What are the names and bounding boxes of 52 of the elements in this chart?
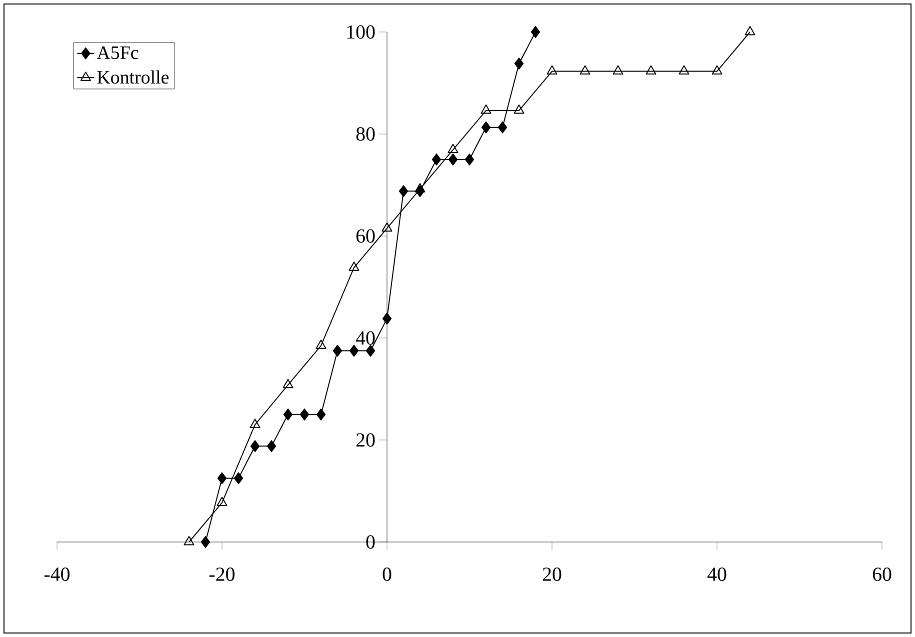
point bbox=[234, 472, 244, 484]
x-tick-label: 0 bbox=[382, 568, 392, 581]
legend-label: Kontrolle bbox=[97, 70, 169, 84]
point bbox=[283, 408, 293, 420]
point bbox=[514, 104, 524, 114]
legend-label: A5Fc bbox=[96, 46, 138, 60]
point bbox=[448, 144, 458, 154]
point bbox=[448, 153, 458, 166]
point bbox=[580, 65, 590, 75]
point bbox=[432, 153, 442, 166]
point bbox=[316, 408, 326, 420]
point bbox=[217, 472, 227, 484]
y-tick-label: 80 bbox=[356, 127, 375, 141]
point bbox=[332, 344, 342, 357]
point bbox=[678, 65, 690, 75]
point bbox=[316, 340, 326, 349]
point bbox=[481, 121, 491, 134]
y-tick-label: 100 bbox=[347, 25, 375, 39]
y-tick-label: 0 bbox=[366, 535, 375, 549]
point bbox=[498, 121, 508, 134]
point bbox=[200, 536, 210, 548]
y-tick-label: 40 bbox=[356, 331, 375, 345]
point bbox=[382, 312, 392, 325]
point bbox=[348, 262, 360, 271]
y-tick-label: 60 bbox=[356, 229, 375, 243]
point bbox=[216, 496, 228, 506]
x-tick-label: 40 bbox=[707, 568, 726, 581]
point bbox=[744, 26, 756, 36]
point bbox=[464, 153, 474, 166]
point bbox=[480, 104, 492, 114]
point bbox=[300, 408, 310, 420]
x-tick-label: 20 bbox=[542, 568, 562, 581]
point bbox=[612, 65, 624, 75]
point bbox=[349, 344, 359, 357]
point bbox=[250, 418, 260, 428]
point bbox=[366, 344, 376, 357]
x-tick-label: 60 bbox=[872, 568, 892, 581]
point bbox=[382, 222, 392, 232]
point bbox=[646, 65, 656, 75]
point bbox=[282, 378, 294, 388]
x-tick-label: -20 bbox=[209, 568, 235, 581]
y-tick-label: 20 bbox=[356, 433, 375, 447]
point bbox=[530, 26, 540, 38]
point bbox=[398, 185, 408, 198]
point bbox=[266, 440, 276, 452]
point bbox=[250, 440, 260, 452]
x-tick-label: -40 bbox=[44, 568, 70, 581]
point bbox=[414, 183, 426, 192]
point bbox=[184, 536, 194, 546]
point bbox=[514, 58, 524, 70]
point bbox=[712, 65, 722, 75]
point bbox=[546, 65, 558, 75]
